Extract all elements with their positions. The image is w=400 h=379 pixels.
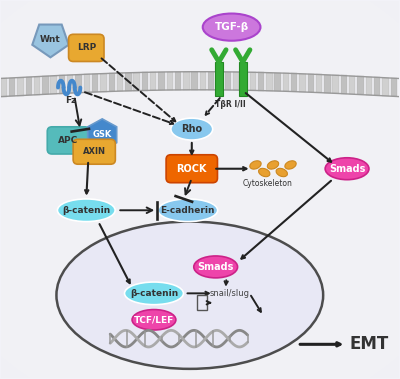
Bar [166, 72, 173, 90]
Bar [233, 72, 239, 90]
Bar [225, 72, 231, 90]
Ellipse shape [194, 256, 238, 278]
Text: Smads: Smads [198, 262, 234, 272]
Text: Fz: Fz [65, 96, 76, 105]
Bar [75, 75, 82, 93]
Bar [50, 76, 57, 94]
Text: EMT: EMT [349, 335, 388, 353]
Ellipse shape [56, 222, 323, 369]
Text: Rho: Rho [181, 124, 202, 134]
Bar [299, 74, 306, 92]
Bar [158, 72, 165, 90]
Ellipse shape [267, 161, 279, 169]
Bar [84, 74, 90, 92]
Bar [108, 74, 115, 91]
Text: ROCK: ROCK [176, 164, 207, 174]
Bar [332, 75, 339, 93]
FancyBboxPatch shape [166, 155, 218, 183]
Bar [133, 73, 140, 91]
Bar [258, 72, 264, 91]
Bar [274, 73, 281, 91]
Bar [349, 76, 356, 94]
Text: Cytoskeleton: Cytoskeleton [242, 179, 292, 188]
Bar [26, 77, 32, 95]
Bar [374, 77, 380, 95]
Bar [125, 73, 132, 91]
Bar [59, 75, 65, 94]
Text: Wnt: Wnt [40, 35, 61, 44]
Ellipse shape [250, 161, 261, 169]
Bar [308, 74, 314, 92]
Bar [357, 76, 364, 94]
Bar [283, 73, 289, 91]
FancyBboxPatch shape [73, 139, 115, 164]
Bar [1, 78, 7, 97]
Ellipse shape [80, 88, 319, 291]
Bar [117, 73, 123, 91]
Bar [250, 72, 256, 90]
Bar [100, 74, 107, 92]
Text: LRP: LRP [77, 44, 96, 52]
Bar [266, 73, 272, 91]
Text: β-catenin: β-catenin [62, 206, 110, 215]
Ellipse shape [124, 282, 184, 305]
Bar [42, 76, 48, 94]
Bar [9, 78, 16, 96]
Text: GSK: GSK [92, 130, 112, 139]
Bar [92, 74, 98, 92]
Bar [183, 72, 190, 90]
Text: APC: APC [58, 136, 78, 145]
Bar [216, 72, 223, 90]
Ellipse shape [58, 199, 115, 222]
Ellipse shape [325, 158, 369, 180]
Bar [291, 74, 298, 91]
Bar [324, 75, 330, 93]
Text: TGF-β: TGF-β [214, 22, 249, 32]
Bar [142, 72, 148, 91]
Ellipse shape [158, 199, 218, 222]
Polygon shape [88, 119, 117, 150]
Ellipse shape [132, 310, 176, 330]
Text: E-cadherin: E-cadherin [160, 206, 215, 215]
Bar [316, 74, 322, 92]
Bar [17, 78, 24, 96]
Bar [366, 77, 372, 95]
Text: β-catenin: β-catenin [130, 289, 178, 298]
Bar [192, 72, 198, 90]
Bar [241, 72, 248, 90]
Bar [150, 72, 156, 90]
Bar [390, 78, 397, 96]
Bar [200, 72, 206, 90]
Text: TβR I/II: TβR I/II [216, 100, 246, 109]
Bar [215, 62, 223, 96]
FancyBboxPatch shape [47, 127, 90, 154]
Bar [34, 77, 40, 95]
Ellipse shape [171, 118, 213, 140]
Ellipse shape [276, 168, 288, 177]
Ellipse shape [1, 20, 399, 359]
Bar [175, 72, 181, 90]
Text: Smads: Smads [329, 164, 365, 174]
Polygon shape [32, 25, 69, 57]
FancyBboxPatch shape [68, 34, 104, 61]
Bar [382, 78, 389, 96]
Text: TCF/LEF: TCF/LEF [134, 315, 174, 324]
Text: snail/slug: snail/slug [210, 289, 250, 298]
Ellipse shape [285, 161, 296, 169]
Bar [341, 75, 347, 94]
Bar [67, 75, 74, 93]
Text: AXIN: AXIN [83, 147, 106, 156]
Ellipse shape [203, 14, 260, 41]
Ellipse shape [258, 168, 270, 177]
Bar [208, 72, 214, 90]
Bar [239, 62, 247, 96]
